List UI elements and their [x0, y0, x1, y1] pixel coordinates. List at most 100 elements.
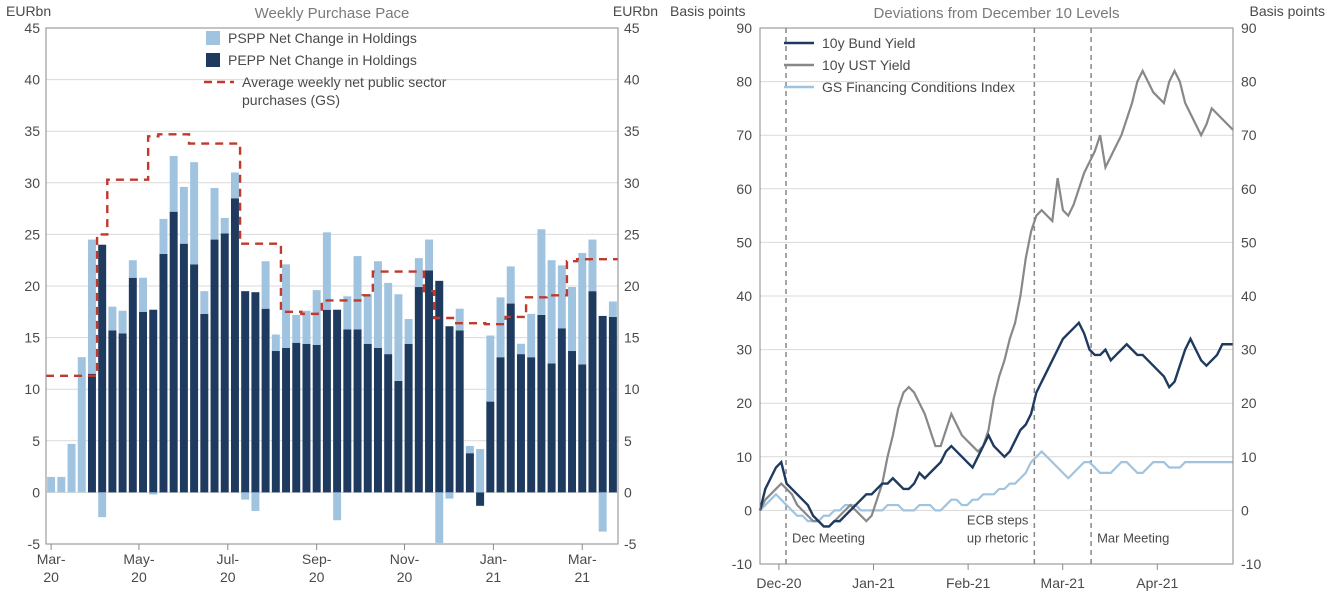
- pspp-bar: [333, 492, 341, 520]
- pepp-bar: [119, 333, 127, 492]
- svg-text:Sep-: Sep-: [302, 551, 332, 567]
- pepp-bar: [374, 348, 382, 492]
- svg-text:21: 21: [574, 569, 590, 585]
- pepp-bar: [139, 312, 147, 493]
- pspp-bar: [68, 444, 76, 493]
- pepp-bar: [211, 240, 219, 493]
- svg-text:60: 60: [1241, 181, 1257, 197]
- pspp-bar: [211, 188, 219, 240]
- svg-text:40: 40: [736, 288, 752, 304]
- svg-text:Mar-: Mar-: [37, 551, 66, 567]
- pspp-bar: [149, 492, 157, 494]
- svg-text:20: 20: [220, 569, 236, 585]
- pspp-bar: [354, 256, 362, 329]
- svg-text:-5: -5: [624, 536, 637, 552]
- pepp-bar: [221, 233, 229, 492]
- pepp-bar: [609, 317, 617, 492]
- pepp-bar: [578, 364, 586, 492]
- svg-text:0: 0: [744, 502, 752, 518]
- pepp-bar: [445, 326, 453, 492]
- svg-text:60: 60: [736, 181, 752, 197]
- pspp-bar: [507, 266, 515, 303]
- pepp-bar: [354, 329, 362, 492]
- svg-text:Jan-: Jan-: [480, 551, 508, 567]
- pepp-bar: [129, 278, 137, 493]
- pspp-bar: [47, 477, 55, 492]
- pepp-bar: [558, 328, 566, 492]
- svg-text:30: 30: [1241, 342, 1257, 358]
- svg-text:0: 0: [624, 484, 632, 500]
- pepp-bar: [394, 381, 402, 492]
- svg-text:80: 80: [1241, 74, 1257, 90]
- pspp-bar: [323, 232, 331, 309]
- pspp-bar: [262, 261, 270, 308]
- pspp-bar: [405, 319, 413, 344]
- pspp-bar: [78, 357, 86, 492]
- svg-text:Weekly Purchase Pace: Weekly Purchase Pace: [255, 5, 410, 22]
- pepp-bar: [200, 314, 208, 493]
- svg-text:Jan-21: Jan-21: [852, 575, 895, 591]
- pspp-bar: [425, 240, 433, 271]
- pepp-bar: [476, 492, 484, 505]
- pspp-bar: [88, 240, 96, 374]
- pspp-bar: [517, 344, 525, 354]
- svg-text:35: 35: [624, 123, 640, 139]
- pspp-bar: [476, 449, 484, 492]
- pspp-bar: [609, 301, 617, 316]
- svg-text:90: 90: [736, 20, 752, 36]
- svg-text:-5: -5: [28, 536, 41, 552]
- pspp-bar: [98, 492, 106, 517]
- svg-text:Dec-20: Dec-20: [756, 575, 801, 591]
- pspp-bar: [578, 253, 586, 364]
- pepp-bar: [568, 351, 576, 492]
- svg-text:80: 80: [736, 74, 752, 90]
- pspp-bar: [384, 283, 392, 354]
- svg-text:70: 70: [1241, 127, 1257, 143]
- pepp-bar: [507, 304, 515, 493]
- weekly-purchase-pace-chart: -5-5005510101515202025253030353540404545…: [0, 0, 664, 602]
- legend-label: PSPP Net Change in Holdings: [228, 30, 417, 46]
- svg-text:10: 10: [624, 381, 640, 397]
- svg-text:40: 40: [24, 72, 40, 88]
- pspp-bar: [129, 260, 137, 278]
- pspp-bar: [456, 309, 464, 331]
- pepp-bar: [599, 316, 607, 492]
- svg-text:30: 30: [624, 175, 640, 191]
- pepp-bar: [292, 343, 300, 493]
- pepp-bar: [527, 357, 535, 492]
- svg-text:5: 5: [32, 433, 40, 449]
- pepp-bar: [170, 212, 178, 493]
- svg-text:5: 5: [624, 433, 632, 449]
- svg-text:May-: May-: [123, 551, 154, 567]
- svg-text:20: 20: [43, 569, 59, 585]
- legend-label: GS Financing Conditions Index: [822, 79, 1015, 95]
- pepp-bar: [435, 281, 443, 493]
- svg-text:30: 30: [736, 342, 752, 358]
- svg-text:EURbn: EURbn: [6, 3, 51, 19]
- pepp-bar: [333, 310, 341, 493]
- pepp-bar: [537, 315, 545, 493]
- svg-text:Nov-: Nov-: [390, 551, 420, 567]
- svg-text:25: 25: [624, 226, 640, 242]
- pspp-bar: [139, 278, 147, 312]
- marker-label: up rhetoric: [967, 531, 1029, 546]
- pepp-bar: [302, 344, 310, 493]
- pspp-bar: [486, 336, 494, 402]
- legend-label: 10y UST Yield: [822, 57, 910, 73]
- svg-text:10: 10: [24, 381, 40, 397]
- pepp-bar: [241, 291, 249, 492]
- pspp-bar: [374, 261, 382, 348]
- pepp-bar: [486, 402, 494, 493]
- deviations-chart: -10-100010102020303040405050606070708080…: [664, 0, 1329, 602]
- svg-text:EURbn: EURbn: [613, 3, 658, 19]
- svg-text:40: 40: [1241, 288, 1257, 304]
- legend-label: 10y Bund Yield: [822, 35, 915, 51]
- marker-label: ECB steps: [967, 513, 1029, 528]
- pepp-bar: [159, 254, 167, 492]
- pspp-bar: [558, 265, 566, 328]
- svg-text:35: 35: [24, 123, 40, 139]
- pepp-bar: [180, 244, 188, 493]
- pspp-bar: [588, 240, 596, 292]
- pspp-bar: [180, 187, 188, 244]
- svg-text:0: 0: [32, 484, 40, 500]
